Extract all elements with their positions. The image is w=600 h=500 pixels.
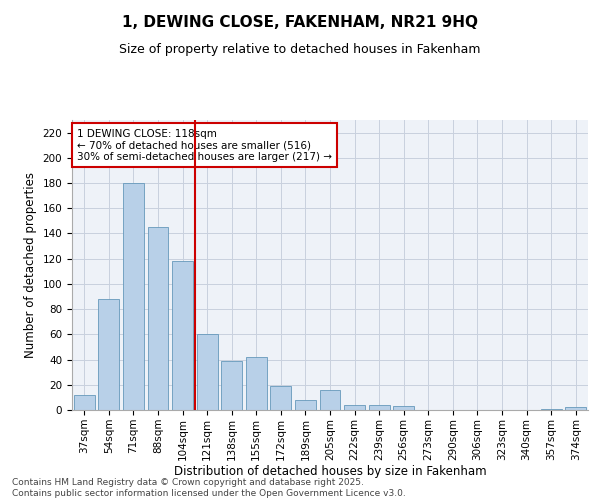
Bar — [565, 408, 586, 410]
Bar — [368, 405, 389, 410]
Bar — [98, 299, 119, 410]
Bar — [246, 357, 267, 410]
Bar — [123, 183, 144, 410]
Bar — [172, 261, 193, 410]
Bar — [148, 227, 169, 410]
Bar — [344, 405, 365, 410]
Bar — [221, 361, 242, 410]
Text: Size of property relative to detached houses in Fakenham: Size of property relative to detached ho… — [119, 42, 481, 56]
X-axis label: Distribution of detached houses by size in Fakenham: Distribution of detached houses by size … — [173, 466, 487, 478]
Text: 1, DEWING CLOSE, FAKENHAM, NR21 9HQ: 1, DEWING CLOSE, FAKENHAM, NR21 9HQ — [122, 15, 478, 30]
Bar — [74, 395, 95, 410]
Bar — [197, 334, 218, 410]
Text: Contains HM Land Registry data © Crown copyright and database right 2025.
Contai: Contains HM Land Registry data © Crown c… — [12, 478, 406, 498]
Bar — [393, 406, 414, 410]
Bar — [271, 386, 292, 410]
Y-axis label: Number of detached properties: Number of detached properties — [24, 172, 37, 358]
Bar — [295, 400, 316, 410]
Bar — [320, 390, 340, 410]
Text: 1 DEWING CLOSE: 118sqm
← 70% of detached houses are smaller (516)
30% of semi-de: 1 DEWING CLOSE: 118sqm ← 70% of detached… — [77, 128, 332, 162]
Bar — [541, 408, 562, 410]
